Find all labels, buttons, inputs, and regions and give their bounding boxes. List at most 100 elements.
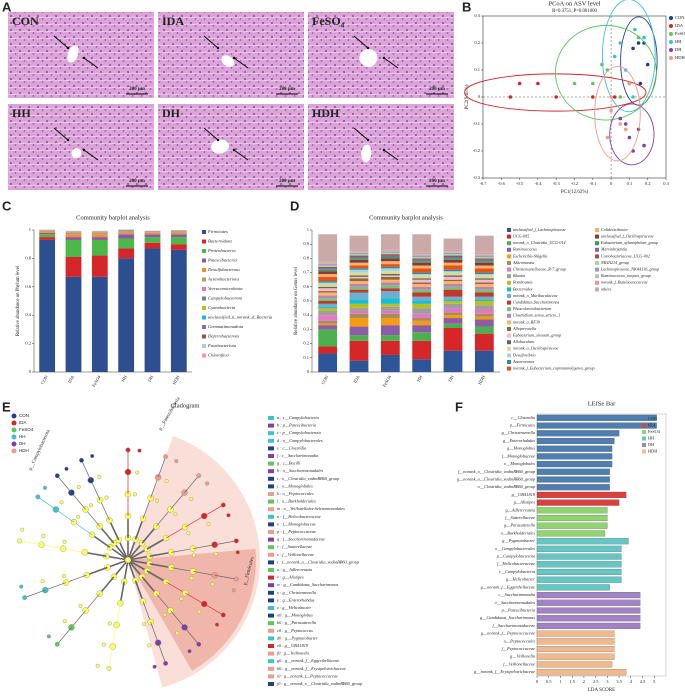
bar-label: o__Saccharimonadales	[495, 600, 536, 605]
bar-segment	[349, 252, 369, 255]
y-tick-label: 0.7	[303, 270, 309, 275]
bar-label: o__Peptococcales	[504, 638, 536, 643]
bar-segment	[412, 259, 432, 262]
x-axis-label: LDA SCORE	[588, 688, 615, 693]
legend-swatch	[268, 606, 274, 610]
legend-swatch	[268, 416, 274, 420]
legend-swatch	[669, 40, 673, 44]
branch	[116, 603, 121, 626]
legend-swatch	[268, 613, 274, 618]
bar-segment	[349, 254, 369, 256]
node	[54, 473, 60, 479]
bar-label: f__Peptococcaceae	[502, 646, 535, 651]
node	[76, 514, 81, 519]
group-label: IDA	[19, 420, 27, 425]
bar-segment	[349, 318, 369, 327]
legend-swatch	[595, 241, 599, 246]
legend-label: Ruminococcus	[512, 247, 537, 252]
legend-label: HDH	[648, 448, 657, 453]
bar-label: f__Monoglobaceae	[502, 453, 535, 458]
group-swatch	[11, 441, 17, 447]
y-tick-label: 0.9	[303, 241, 309, 246]
bar-segment	[349, 235, 369, 250]
node	[162, 612, 167, 617]
x-tick-label: 0.5	[546, 679, 552, 684]
bar-segment	[118, 231, 135, 233]
bar	[536, 422, 657, 429]
bar-segment	[380, 276, 400, 280]
bar-segment	[474, 286, 494, 290]
x-tick-label: -0.1	[589, 181, 596, 186]
bar-segment	[412, 258, 432, 260]
bar-label: o__Burkholderiales	[501, 530, 535, 535]
legend-swatch	[595, 274, 599, 279]
branch	[127, 559, 137, 581]
bar	[536, 630, 615, 637]
legend-label: b : p__Patescibacteria	[277, 423, 316, 428]
scale-label: 200 μm	[279, 179, 296, 184]
legend-label: Eubacterium_siraeum_group	[512, 333, 561, 338]
x-tick-label: 0	[610, 181, 613, 186]
bar-segment	[380, 252, 400, 255]
branch	[123, 559, 129, 582]
branch	[127, 559, 143, 578]
legend-swatch	[669, 24, 673, 28]
group-label: HH	[19, 434, 26, 439]
x-tick-label: CON	[40, 374, 49, 385]
chart-subtitle: R=0.3751, P=0.001000	[552, 9, 597, 14]
branch	[146, 537, 167, 550]
bar-segment	[474, 268, 494, 273]
arrow-head	[216, 138, 220, 142]
bar-segment	[118, 258, 135, 372]
branch	[127, 542, 143, 561]
legend-label: j : o__Monoglobales	[276, 483, 313, 488]
bar-segment	[474, 274, 494, 276]
bar-segment	[318, 271, 338, 275]
node	[22, 595, 28, 601]
bar-label: g__Alistipes	[514, 500, 536, 505]
bar-label: c__Campylobacteria	[499, 569, 535, 574]
node	[174, 459, 179, 464]
legend-label: f0 : g__Veillonella	[277, 651, 309, 656]
legend-label: d0 : g__Pygmaiobacter	[277, 635, 318, 640]
bar-segment	[380, 258, 400, 262]
legend-label: f : c__Saccharimonadia	[277, 453, 318, 458]
y-tick-label: 0.2	[474, 40, 480, 45]
legend-label: Marvinbryantia	[600, 247, 627, 252]
bar-segment	[443, 279, 463, 282]
bar-segment	[318, 261, 338, 263]
node	[101, 642, 106, 647]
bar-segment	[412, 252, 432, 255]
bar-segment	[349, 259, 369, 263]
bar	[536, 622, 641, 629]
legend-label: c : p__Campylobacterota	[277, 430, 321, 435]
bar-segment	[144, 237, 161, 243]
branch	[99, 576, 115, 595]
point	[631, 95, 635, 99]
branch	[170, 610, 185, 628]
group-label: FeSO4	[19, 427, 34, 432]
legend-swatch	[268, 507, 274, 512]
bar-segment	[443, 255, 463, 257]
arrow-head	[82, 148, 86, 152]
vessel	[211, 139, 229, 154]
bar	[536, 499, 620, 506]
legend-swatch	[268, 644, 274, 648]
legend-swatch	[595, 280, 599, 285]
bar-segment	[349, 249, 369, 252]
legend-label: DH	[648, 442, 654, 447]
bar-segment	[412, 320, 432, 326]
legend-label: v : g__Alistipes	[277, 575, 304, 580]
bar-segment	[380, 255, 400, 257]
legend-swatch	[268, 431, 274, 436]
x-tick-label: CON	[320, 374, 329, 385]
node	[147, 643, 152, 648]
bar-segment	[412, 325, 432, 333]
legend-label: IDA	[675, 23, 684, 28]
bar-segment	[318, 266, 338, 269]
branch	[86, 566, 108, 576]
bar-segment	[412, 292, 432, 297]
bar-segment	[380, 335, 400, 341]
branch	[71, 610, 86, 628]
branch	[41, 544, 64, 549]
